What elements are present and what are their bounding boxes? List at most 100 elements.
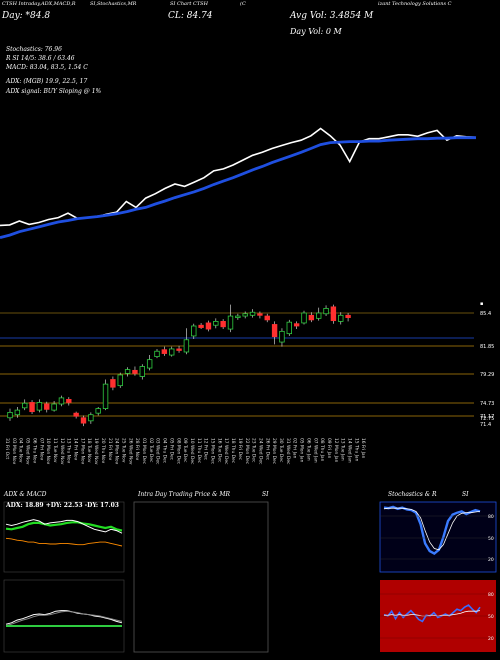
x-axis-label: 08 Mon Dec — [175, 438, 181, 465]
candle-body — [338, 314, 344, 322]
y-tick-label: 81.85 — [480, 344, 494, 350]
candle-body — [183, 339, 190, 353]
x-axis-label: 15 Thu Jan — [353, 438, 359, 462]
x-axis-label: 18 Tue Nov — [86, 438, 92, 463]
candle-body — [21, 402, 28, 409]
x-axis-label: 18 Thu Dec — [230, 438, 236, 464]
x-axis-label: 05 Wed Nov — [25, 438, 31, 465]
candle-body — [124, 369, 131, 374]
candle-body — [66, 399, 72, 403]
x-axis-label: 07 Wed Jan — [312, 438, 318, 463]
minus-di-line — [5, 537, 123, 547]
candle-body — [117, 374, 123, 387]
x-axis-label: 04 Thu Dec — [162, 438, 168, 464]
x-axis-label: 13 Tue Jan — [340, 438, 346, 461]
macd-panel — [3, 579, 125, 653]
x-axis-label: 23 Tue Dec — [251, 438, 257, 463]
candle-body — [264, 315, 270, 321]
candle-body — [293, 323, 300, 327]
candle-body — [345, 314, 351, 318]
macd-readout: MACD: 83.04, 83.5, 1.54 C — [6, 64, 88, 71]
candle-body — [279, 330, 285, 343]
x-axis-label: 14 Fri Nov — [73, 438, 79, 461]
x-axis-label: 26 Fri Dec — [264, 438, 270, 461]
x-axis-label: 31 Fri Oct — [4, 438, 10, 459]
x-axis-label: 19 Fri Dec — [237, 438, 243, 461]
rsi-signal-line — [384, 610, 481, 617]
x-axis-label: 06 Tue Jan — [305, 438, 311, 461]
header-top-left: CTSH Intraday,ADX,MACD,R — [2, 1, 76, 7]
intraday-panel-title-b: SI — [262, 491, 269, 498]
candle-body — [315, 312, 322, 319]
candle-body — [36, 402, 43, 411]
candle-body — [168, 348, 175, 356]
y-tick-label: 71.4 — [480, 422, 491, 428]
x-axis-label: 11 Thu Dec — [196, 438, 202, 464]
avg-volume: Avg Vol: 3.4854 M — [290, 11, 374, 21]
rsi-panel: 80 50 20 — [380, 580, 496, 652]
x-axis-label: 03 Wed Dec — [155, 438, 161, 465]
price-ema-overlay — [0, 127, 477, 239]
close-price: CL: 84.74 — [168, 11, 213, 21]
x-axis-label: 04 Tue Nov — [18, 438, 24, 463]
candle-body — [132, 369, 138, 374]
candle-body — [95, 408, 101, 414]
candle-body — [191, 325, 197, 337]
rsi-tick-label: 50 — [488, 614, 494, 620]
x-axis-label: 02 Tue Dec — [148, 438, 154, 463]
candle-body — [139, 366, 145, 377]
x-axis-label: 17 Wed Dec — [223, 438, 229, 465]
stoch-d-line — [383, 507, 481, 551]
x-axis-label: 12 Fri Dec — [203, 438, 209, 461]
intraday-panel-title: Intra Day Trading Price & MR — [138, 491, 231, 498]
day-price: Day: *84.8 — [2, 11, 51, 21]
x-axis-label: 14 Wed Jan — [347, 438, 353, 463]
candle-body — [51, 403, 57, 411]
candle-body — [235, 315, 241, 318]
x-axis-label: 09 Tue Dec — [182, 438, 188, 463]
x-axis-label: 03 Mon Nov — [11, 438, 17, 465]
x-axis-label: 31 Wed Dec — [285, 438, 291, 465]
candle-body — [242, 313, 248, 317]
stoch-tick-label: 20 — [488, 557, 494, 563]
x-axis-label: 22 Mon Dec — [244, 438, 250, 465]
candle-body — [102, 383, 109, 409]
candle-body — [271, 324, 278, 338]
candle-body — [323, 308, 329, 315]
x-axis-label: 16 Tue Dec — [216, 438, 222, 463]
y-tick-label: ▪ — [480, 301, 483, 307]
candle-body — [161, 349, 168, 354]
candlesticks — [7, 304, 351, 427]
stoch-panel-title: Stochastics & R — [388, 491, 437, 498]
intraday-panel — [133, 501, 269, 653]
x-axis-label: 13 Thu Nov — [66, 438, 72, 464]
y-tick-label: 85.4 — [480, 311, 491, 317]
rsi-tick-label: 20 — [488, 636, 494, 642]
x-axis-label: 09 Fri Jan — [326, 438, 332, 459]
candle-body — [88, 414, 94, 422]
stochastics-readout: Stochastics: 76.96 — [6, 46, 62, 53]
x-axis-label: 16 Fri Jan — [360, 438, 366, 459]
x-axis-labels: 31 Fri Oct 03 Mon Nov 04 Tue Nov 05 Wed Nov… — [4, 438, 366, 465]
adx-panel-title: ADX & MACD — [4, 491, 47, 498]
y-tick-label: 74.73 — [480, 401, 494, 407]
x-axis-label: 11 Tue Nov — [52, 438, 58, 463]
candle-body — [227, 315, 234, 330]
x-axis-label: 30 Tue Dec — [278, 438, 284, 463]
plus-di-line — [5, 519, 123, 534]
y-tick-label: 72.75 — [480, 416, 494, 422]
x-axis-label: 07 Fri Nov — [38, 438, 44, 461]
candle-body — [308, 314, 315, 321]
x-axis-label: 12 Wed Nov — [59, 438, 65, 465]
macd-line — [5, 610, 123, 625]
candle-body — [205, 322, 212, 330]
candle-body — [213, 321, 219, 326]
candle-body — [286, 321, 292, 335]
x-axis-label: 26 Wed Nov — [127, 438, 133, 465]
rsi-tick-label: 80 — [488, 592, 494, 598]
candle-body — [330, 306, 337, 322]
candle-body — [110, 379, 116, 388]
candle-body — [58, 397, 65, 405]
